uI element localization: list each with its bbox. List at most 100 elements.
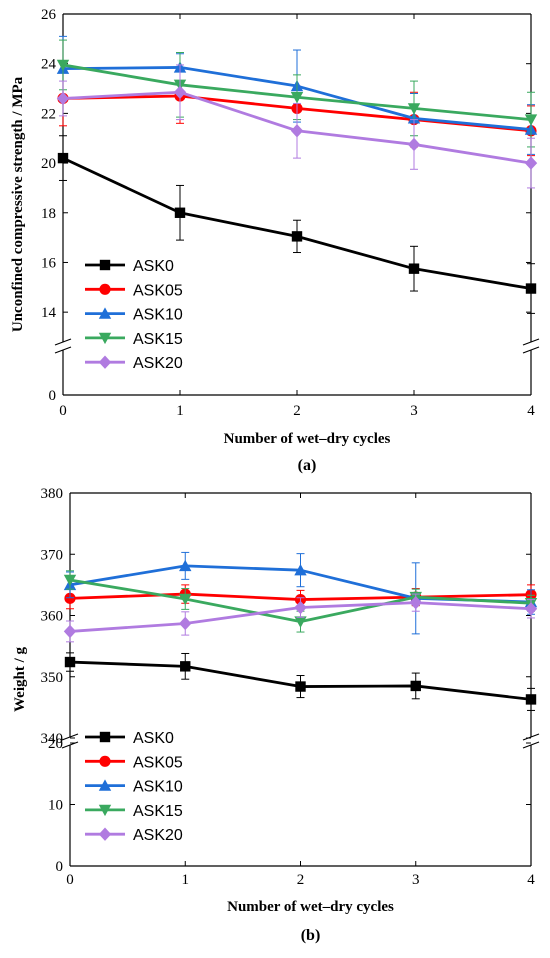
series-ask0 xyxy=(64,652,537,711)
legend-label: ASK10 xyxy=(133,779,183,796)
data-point xyxy=(64,592,76,604)
legend-marker xyxy=(98,332,112,345)
data-point xyxy=(407,137,421,152)
data-point xyxy=(410,680,421,692)
legend-item-ask10: ASK10 xyxy=(85,779,183,796)
y-tick-label: 370 xyxy=(41,547,64,563)
y-tick-label: 18 xyxy=(41,206,56,222)
legend-label: ASK15 xyxy=(133,803,183,820)
x-axis-title: Number of wet–dry cycles xyxy=(227,899,394,915)
x-tick-label: 1 xyxy=(182,872,190,888)
data-point xyxy=(179,616,192,631)
legend-item-ask15: ASK15 xyxy=(85,331,183,348)
axis-break-slash xyxy=(61,733,79,741)
legend-item-ask10: ASK10 xyxy=(85,307,183,324)
panel-label: (b) xyxy=(301,927,321,944)
legend-item-ask05: ASK05 xyxy=(85,282,183,299)
legend-marker xyxy=(99,283,111,295)
axis-break-gap xyxy=(522,737,540,745)
data-point xyxy=(290,92,304,104)
legend-marker xyxy=(98,804,112,817)
data-point xyxy=(57,152,69,164)
data-point xyxy=(174,207,186,218)
y-tick-label: 360 xyxy=(41,609,64,625)
axis-break-gap xyxy=(522,342,540,350)
legend-marker xyxy=(99,259,111,271)
y-tick-label: 0 xyxy=(56,859,64,875)
legend-item-ask0: ASK0 xyxy=(85,730,174,747)
data-point xyxy=(63,624,77,639)
data-point xyxy=(180,661,191,672)
legend-item-ask05: ASK05 xyxy=(85,754,183,771)
legend-item-ask15: ASK15 xyxy=(85,803,183,820)
legend-item-ask20: ASK20 xyxy=(85,355,183,372)
axis-break-gap xyxy=(61,737,79,745)
data-point xyxy=(295,681,306,692)
data-point xyxy=(291,231,303,242)
data-point xyxy=(294,600,307,615)
legend-label: ASK10 xyxy=(133,307,183,324)
legend-marker xyxy=(98,355,112,369)
y-tick-label: 26 xyxy=(41,7,57,23)
data-point xyxy=(64,656,76,668)
axis-break-slash xyxy=(522,741,540,749)
y-tick-label: 10 xyxy=(48,798,63,814)
legend-marker xyxy=(99,755,111,767)
y-tick-label: 0 xyxy=(49,388,57,404)
data-point xyxy=(524,156,538,170)
legend-marker xyxy=(98,307,112,319)
data-point xyxy=(524,602,538,616)
axis-break-left xyxy=(54,338,72,354)
data-point xyxy=(290,124,304,138)
legend-label: ASK15 xyxy=(133,331,183,348)
legend-marker xyxy=(98,827,112,841)
axis-break-slash xyxy=(522,733,540,741)
data-point xyxy=(294,616,307,628)
data-point xyxy=(56,59,70,72)
y-axis-title: Weight / g xyxy=(12,647,28,713)
panel-label: (a) xyxy=(298,457,317,474)
y-tick-label: 14 xyxy=(41,305,57,321)
legend-marker xyxy=(99,731,111,743)
data-point xyxy=(525,283,537,294)
axis-break-slash xyxy=(61,741,79,749)
axis-break-slash xyxy=(54,338,72,346)
y-tick-label: 20 xyxy=(41,156,56,172)
chart-panel-b: 0 1 2 3 4 340 350 360 370 380 0 10 20 Number of wet–d… xyxy=(12,486,540,944)
data-point xyxy=(409,595,422,610)
y-tick-label: 20 xyxy=(48,736,63,752)
x-tick-label: 4 xyxy=(527,403,535,419)
axis-break-slash xyxy=(54,346,72,354)
legend-label: ASK0 xyxy=(133,258,174,275)
x-tick-label: 2 xyxy=(293,403,301,419)
series-ask20 xyxy=(56,64,538,189)
legend-item-ask20: ASK20 xyxy=(85,827,183,844)
data-point xyxy=(63,574,77,587)
legend: ASK0 ASK05 ASK10 ASK15 ASK20 xyxy=(85,258,183,372)
legend-label: ASK20 xyxy=(133,827,183,844)
y-tick-label: 22 xyxy=(41,106,56,122)
x-tick-label: 2 xyxy=(297,872,305,888)
data-point xyxy=(407,103,421,115)
x-tick-label: 3 xyxy=(412,872,420,888)
y-tick-label: 24 xyxy=(41,57,57,73)
data-point xyxy=(56,91,70,106)
axis-break-gap xyxy=(54,342,72,350)
x-tick-label: 0 xyxy=(66,872,74,888)
y-tick-label: 380 xyxy=(41,486,64,502)
data-point xyxy=(408,263,420,274)
series-ask0 xyxy=(57,135,537,314)
data-point xyxy=(524,114,538,126)
x-tick-label: 4 xyxy=(527,872,535,888)
legend-label: ASK05 xyxy=(133,754,183,771)
axis-break-slash xyxy=(522,338,540,346)
x-tick-label: 0 xyxy=(59,403,67,419)
series-ask20 xyxy=(63,593,538,643)
legend-label: ASK20 xyxy=(133,355,183,372)
axis-break-slash xyxy=(522,346,540,354)
y-tick-label: 340 xyxy=(41,731,64,747)
legend-label: ASK05 xyxy=(133,282,183,299)
y-axis-title: Unconfined compressive strength / MPa xyxy=(10,76,26,332)
